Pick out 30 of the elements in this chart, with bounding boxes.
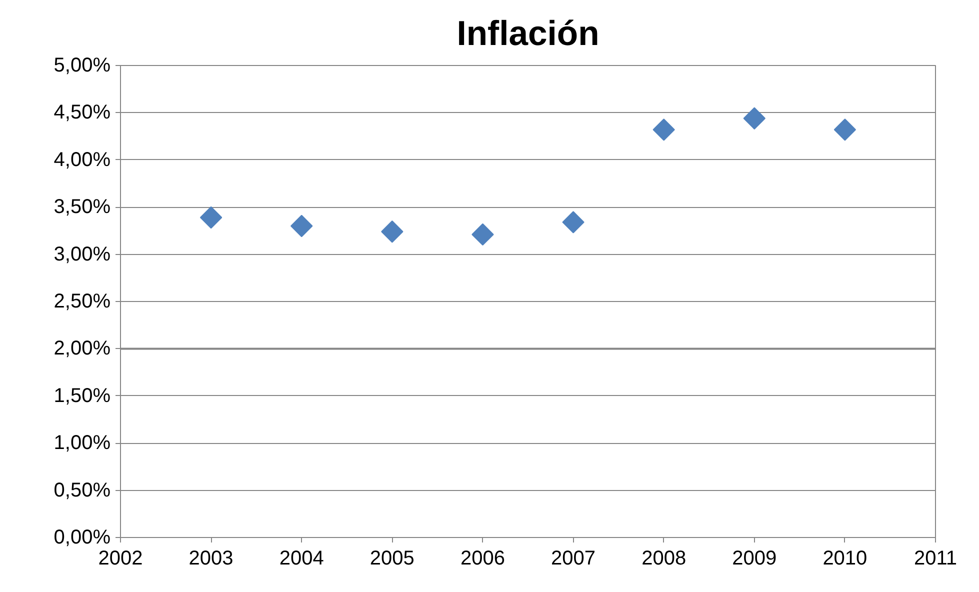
point bbox=[290, 214, 313, 238]
x-tick-label: 2003 bbox=[188, 548, 234, 570]
y-tick-label: 3,50% bbox=[54, 196, 111, 218]
x-tick-label: 2011 bbox=[914, 548, 958, 570]
x-tick-label: 2010 bbox=[822, 548, 868, 570]
point bbox=[381, 220, 404, 243]
point bbox=[562, 211, 584, 234]
x-tick-label: 2005 bbox=[370, 548, 414, 570]
y-tick-label: 0,00% bbox=[54, 526, 111, 548]
x-tick-label: 2002 bbox=[98, 548, 143, 570]
y-tick-label: 1,00% bbox=[54, 432, 111, 454]
point bbox=[200, 206, 222, 229]
y-tick-label: 3,00% bbox=[54, 243, 111, 266]
point bbox=[834, 118, 856, 141]
chart-title: Inflación bbox=[456, 15, 600, 53]
x-tick-label: 2004 bbox=[279, 548, 324, 570]
y-tick-label: 2,50% bbox=[54, 290, 111, 312]
y-tick-label: 4,50% bbox=[54, 102, 111, 124]
x-tick-label: 2006 bbox=[460, 548, 505, 570]
y-tick-label: 2,00% bbox=[54, 338, 111, 360]
x-tick-label: 2009 bbox=[732, 548, 777, 570]
x-tick-label: 2008 bbox=[642, 548, 686, 570]
y-tick-label: 1,50% bbox=[54, 384, 111, 407]
point bbox=[743, 107, 766, 130]
point bbox=[472, 223, 494, 246]
x-tick-label: 2007 bbox=[551, 548, 596, 570]
point bbox=[652, 118, 675, 141]
y-tick-label: 0,50% bbox=[54, 479, 111, 502]
y-tick-label: 4,00% bbox=[54, 148, 111, 171]
y-tick-label: 5,00% bbox=[54, 54, 111, 76]
